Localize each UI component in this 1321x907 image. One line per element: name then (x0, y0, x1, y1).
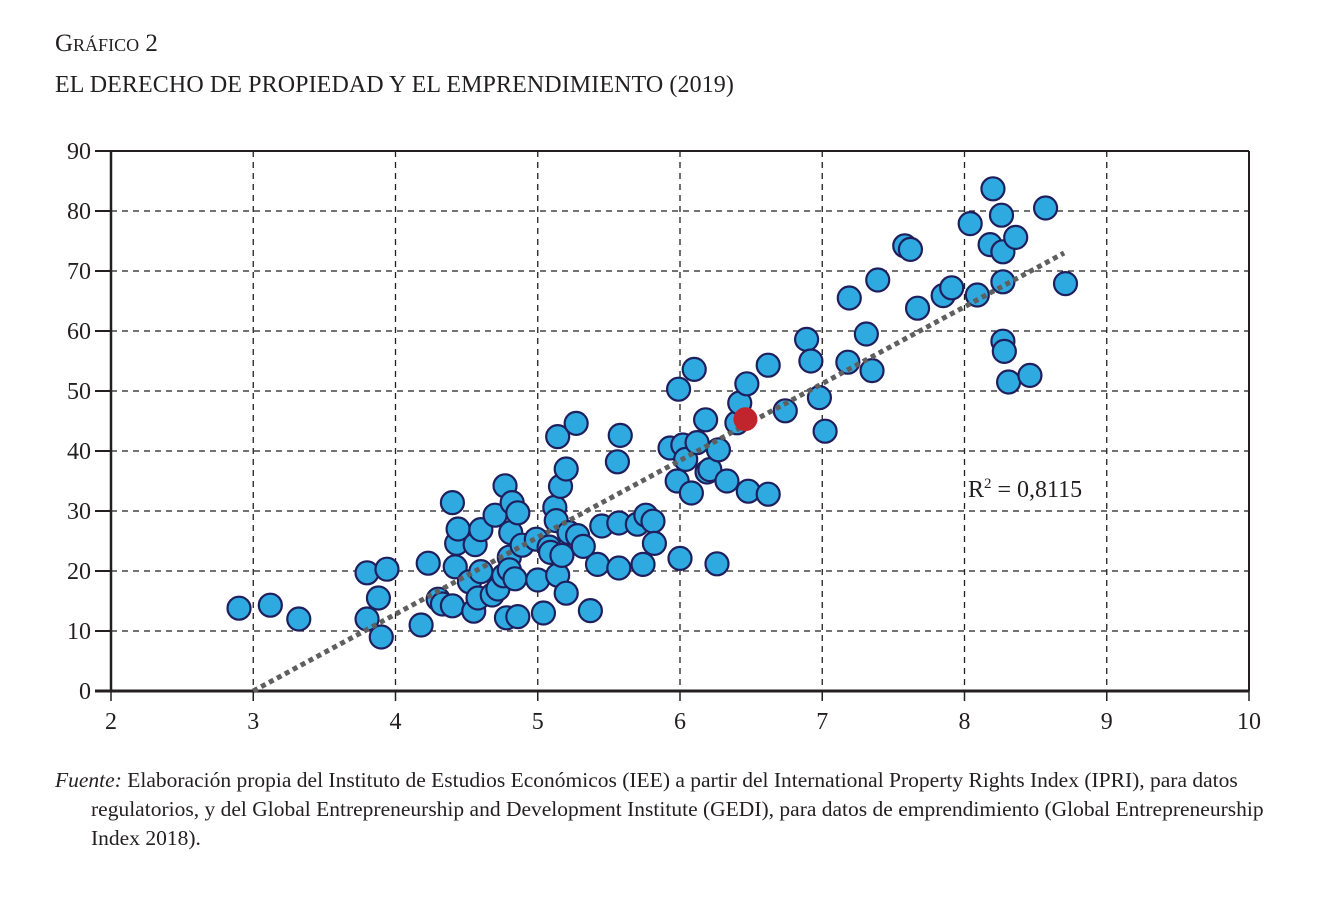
data-point (408, 612, 434, 638)
data-point (563, 410, 589, 436)
data-point (604, 449, 631, 475)
y-tick-label: 70 (67, 259, 91, 285)
source-text-wrap: Fuente: Elaboración propia del Instituto… (55, 766, 1270, 853)
y-tick-label: 30 (67, 499, 91, 525)
data-point (681, 356, 707, 382)
data-point (991, 338, 1017, 364)
y-tick-label: 40 (67, 439, 91, 465)
data-point (641, 530, 667, 557)
data-point (988, 202, 1015, 228)
grid-lines (111, 151, 1249, 691)
highlight-point (733, 407, 758, 432)
data-point (678, 480, 704, 506)
data-point (836, 285, 862, 311)
data-points (226, 176, 1079, 650)
y-tick-label: 10 (67, 619, 91, 645)
trendline-layer (252, 250, 1066, 694)
data-point (502, 566, 528, 592)
data-point (939, 275, 965, 301)
data-point (705, 437, 732, 463)
data-point (606, 555, 632, 581)
x-tick-label: 9 (1101, 709, 1113, 735)
y-tick-label: 60 (67, 319, 91, 345)
data-point (794, 326, 820, 352)
data-point (368, 624, 394, 650)
y-tick-label: 0 (79, 679, 91, 705)
data-point (630, 551, 656, 578)
y-tick-label: 50 (67, 379, 91, 405)
data-point (990, 269, 1016, 295)
data-point (607, 422, 633, 448)
data-point (704, 551, 730, 577)
x-tick-label: 6 (674, 709, 686, 735)
x-tick-label: 4 (390, 709, 402, 735)
data-point (530, 600, 557, 626)
r-squared-annotation: R2 = 0,8115 (968, 476, 1082, 503)
data-point (553, 456, 579, 482)
data-point (365, 585, 392, 611)
data-point (904, 295, 931, 321)
source-prefix: Fuente: (55, 768, 122, 792)
data-point (505, 603, 531, 630)
data-point (665, 376, 692, 402)
data-point (570, 533, 596, 560)
data-point (257, 592, 283, 618)
y-tick-label: 90 (67, 139, 91, 165)
data-point (553, 580, 579, 606)
x-tick-label: 8 (959, 709, 971, 735)
data-point (505, 500, 531, 526)
data-point (468, 558, 494, 585)
data-point (1052, 271, 1079, 297)
data-point (812, 418, 838, 444)
scatter-plot: 2 3 4 5 6 7 8 9 10 0 10 20 30 40 50 60 70 80 90 R2 = 0,811… (67, 139, 1261, 735)
axes: 2 3 4 5 6 7 8 9 10 0 10 20 30 40 50 60 70 80 90 (67, 139, 1261, 735)
data-point (439, 490, 465, 516)
x-tick-label: 10 (1237, 709, 1261, 735)
data-point (439, 593, 465, 619)
highlight-layer (733, 407, 758, 432)
data-point (549, 542, 575, 569)
data-point (667, 545, 693, 572)
x-tick-label: 7 (816, 709, 828, 735)
trendline (252, 250, 1066, 694)
data-point (1003, 224, 1029, 250)
data-point (897, 236, 924, 262)
data-point (286, 606, 312, 632)
data-point (995, 369, 1022, 395)
data-point (584, 551, 611, 578)
data-point (714, 468, 740, 494)
chart-title: EL DERECHO DE PROPIEDAD Y EL EMPRENDIMIE… (55, 72, 734, 98)
data-point (964, 282, 990, 308)
data-point (957, 211, 983, 237)
data-point (1017, 362, 1043, 388)
y-tick-label: 80 (67, 199, 91, 225)
y-tick-label: 20 (67, 559, 91, 585)
x-tick-label: 3 (247, 709, 259, 735)
data-point (980, 176, 1006, 202)
data-point (577, 597, 603, 624)
data-point (415, 550, 441, 576)
data-point (545, 424, 571, 450)
data-point (865, 267, 891, 293)
data-point (1032, 195, 1059, 221)
data-point (693, 407, 719, 433)
chart-label: Gráfico 2 (55, 30, 158, 57)
data-point (640, 508, 666, 534)
data-point (226, 595, 252, 621)
data-point (853, 321, 879, 347)
data-point (755, 481, 781, 507)
x-tick-label: 5 (532, 709, 544, 735)
data-point (374, 556, 400, 582)
source-text: Elaboración propia del Instituto de Estu… (91, 768, 1264, 850)
data-point (798, 348, 824, 374)
data-point (755, 352, 781, 378)
data-point (835, 349, 861, 375)
data-point (734, 371, 760, 397)
x-tick-label: 2 (105, 709, 117, 735)
source-note: Fuente: Elaboración propia del Instituto… (55, 766, 1270, 853)
